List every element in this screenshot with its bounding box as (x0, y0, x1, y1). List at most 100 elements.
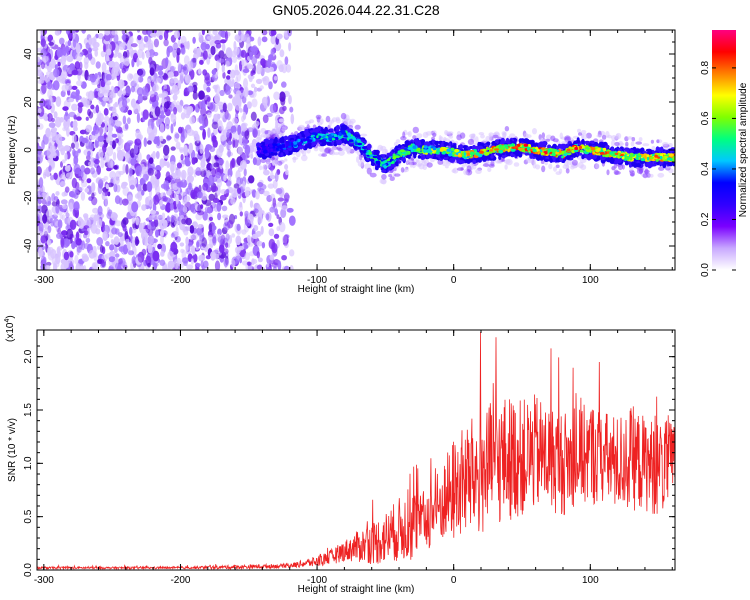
noise-blob (213, 162, 220, 168)
halo-blob (565, 168, 570, 174)
noise-blob (239, 211, 243, 217)
halo-blob (523, 132, 529, 140)
noise-blob (80, 240, 86, 251)
band-blob (494, 139, 499, 144)
noise-blob (37, 107, 42, 114)
halo-blob (415, 158, 419, 163)
noise-blob (236, 187, 242, 194)
noise-blob (221, 43, 226, 52)
noise-blob (227, 148, 231, 158)
halo-blob (474, 136, 479, 143)
noise-blob (77, 105, 83, 114)
noise-blob (192, 81, 198, 87)
halo-blob (627, 136, 633, 140)
noise-blob (109, 140, 113, 146)
noise-blob (81, 30, 87, 34)
noise-blob (148, 215, 153, 221)
noise-blob (42, 228, 49, 235)
noise-blob (234, 34, 241, 41)
noise-blob (278, 118, 285, 123)
noise-blob (75, 42, 81, 54)
noise-blob (46, 147, 51, 159)
noise-blob (142, 183, 148, 192)
halo-blob (360, 133, 368, 137)
noise-blob (214, 85, 218, 93)
noise-blob (283, 265, 290, 270)
noise-blob (228, 174, 232, 182)
halo-blob (513, 162, 520, 167)
noise-blob (135, 239, 140, 245)
halo-blob (577, 128, 581, 133)
noise-blob (131, 217, 136, 224)
noise-blob (80, 165, 86, 173)
noise-blob (155, 77, 162, 83)
noise-blob (214, 40, 221, 45)
noise-blob (69, 219, 77, 230)
noise-blob (180, 169, 187, 180)
band-blob (581, 154, 585, 160)
noise-blob (199, 143, 204, 155)
noise-blob (67, 118, 71, 128)
noise-blob (251, 45, 258, 56)
noise-blob (75, 92, 79, 103)
halo-blob (570, 165, 575, 170)
noise-blob (222, 71, 226, 79)
noise-blob (251, 258, 255, 266)
noise-blob (155, 183, 160, 195)
halo-blob (625, 141, 629, 147)
noise-blob (109, 244, 115, 251)
band-blob (467, 157, 473, 163)
noise-blob (263, 190, 270, 197)
halo-blob (302, 149, 307, 157)
noise-blob (124, 86, 132, 97)
noise-blob (244, 130, 250, 140)
halo-blob (262, 165, 267, 171)
noise-blob (233, 138, 239, 148)
halo-blob (611, 135, 617, 141)
noise-blob (104, 195, 108, 207)
noise-blob (157, 243, 163, 250)
noise-blob (176, 181, 184, 188)
halo-blob (649, 173, 654, 178)
noise-blob (279, 106, 285, 115)
noise-blob (198, 90, 205, 100)
noise-blob (226, 75, 231, 80)
noise-blob (238, 245, 245, 251)
halo-blob (541, 132, 545, 139)
noise-blob (234, 64, 239, 74)
noise-blob (118, 170, 124, 176)
noise-blob (231, 158, 235, 168)
noise-blob (72, 39, 77, 48)
noise-blob (202, 129, 206, 140)
noise-blob (134, 193, 140, 199)
noise-blob (58, 49, 64, 58)
noise-blob (41, 83, 47, 94)
noise-blob (69, 191, 75, 198)
band-blob (370, 162, 376, 167)
noise-blob (253, 208, 259, 214)
noise-blob (96, 237, 104, 246)
band-blob (386, 152, 391, 157)
noise-blob (212, 30, 218, 36)
noise-blob (59, 214, 64, 220)
noise-blob (269, 104, 277, 114)
noise-blob (163, 219, 168, 229)
noise-blob (117, 79, 125, 89)
noise-blob (211, 69, 217, 75)
halo-blob (340, 112, 347, 120)
noise-blob (97, 135, 105, 142)
noise-blob (200, 160, 206, 168)
band-blob (672, 161, 675, 167)
noise-blob (189, 225, 195, 234)
halo-blob (347, 118, 352, 126)
noise-blob (167, 45, 174, 53)
noise-blob (165, 57, 169, 66)
band-blob (375, 165, 379, 171)
noise-blob (62, 46, 67, 56)
noise-blob (65, 111, 68, 117)
noise-blob (60, 161, 63, 168)
noise-blob (199, 59, 204, 65)
noise-blob (283, 192, 290, 202)
noise-blob (41, 139, 45, 150)
noise-blob (219, 112, 225, 119)
